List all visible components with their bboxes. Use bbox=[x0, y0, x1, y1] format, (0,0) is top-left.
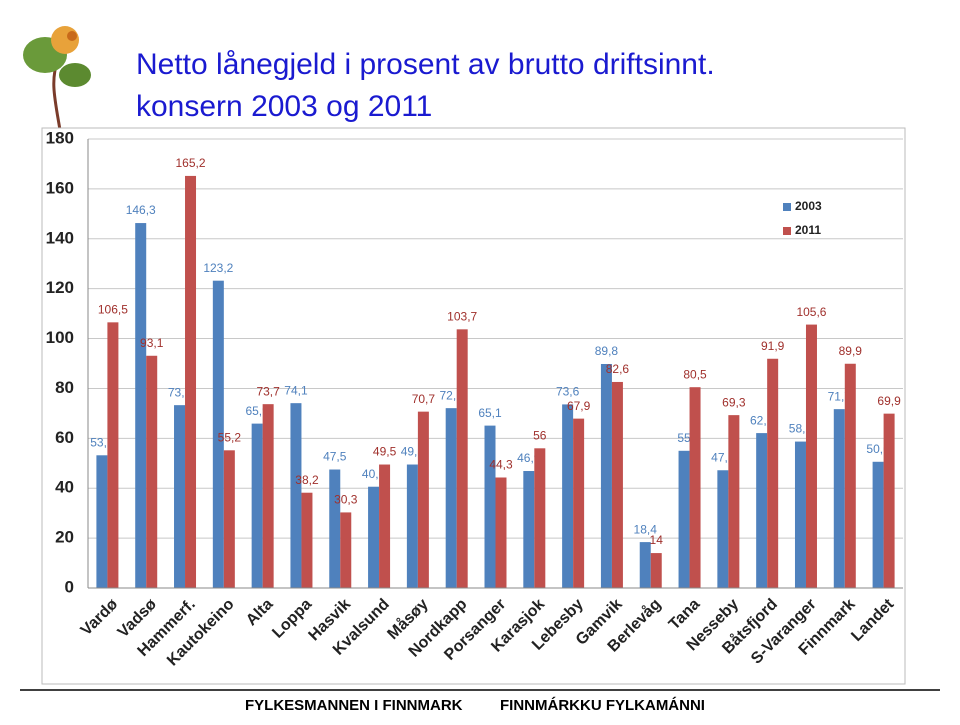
value-label: 93,1 bbox=[140, 336, 164, 350]
value-label: 55,2 bbox=[218, 430, 242, 444]
value-label: 89,9 bbox=[839, 344, 863, 358]
bar bbox=[212, 280, 224, 588]
y-tick-label: 80 bbox=[55, 378, 74, 397]
bar bbox=[445, 408, 457, 588]
value-label: 30,3 bbox=[334, 493, 358, 507]
bar bbox=[495, 477, 507, 588]
y-tick-label: 160 bbox=[46, 178, 74, 197]
y-tick-label: 40 bbox=[55, 478, 74, 497]
bar bbox=[756, 433, 768, 588]
value-label: 123,2 bbox=[203, 261, 233, 275]
bar bbox=[872, 461, 884, 588]
legend-label: 2003 bbox=[795, 199, 822, 213]
y-tick-label: 120 bbox=[46, 278, 74, 297]
bar bbox=[290, 403, 302, 588]
bar bbox=[678, 450, 690, 588]
value-label: 73,6 bbox=[556, 385, 580, 399]
value-label: 91,9 bbox=[761, 339, 785, 353]
value-label: 105,6 bbox=[796, 305, 826, 319]
subtitle: konsern 2003 og 2011 bbox=[136, 90, 432, 123]
legend-label: 2011 bbox=[795, 223, 821, 237]
value-label: 73,7 bbox=[256, 384, 280, 398]
value-label: 165,2 bbox=[176, 156, 206, 170]
footer-right: FINNMÁRKKU FYLKAMÁNNI bbox=[500, 697, 705, 714]
value-label: 65,1 bbox=[478, 406, 502, 420]
bar bbox=[262, 404, 274, 588]
bar bbox=[833, 409, 845, 588]
value-label: 106,5 bbox=[98, 303, 128, 317]
value-label: 14 bbox=[650, 533, 664, 547]
bar bbox=[340, 512, 352, 588]
value-label: 89,8 bbox=[595, 344, 619, 358]
bar bbox=[600, 363, 612, 588]
value-label: 49,5 bbox=[373, 445, 397, 459]
y-tick-label: 100 bbox=[46, 328, 74, 347]
value-label: 47,5 bbox=[323, 450, 347, 464]
value-label: 80,5 bbox=[683, 367, 707, 381]
bar bbox=[883, 413, 895, 588]
bar bbox=[523, 471, 535, 588]
value-label: 74,1 bbox=[284, 383, 308, 397]
title: Netto lånegjeld i prosent av brutto drif… bbox=[136, 48, 715, 81]
bar bbox=[368, 486, 380, 588]
bar bbox=[135, 223, 147, 588]
y-tick-label: 180 bbox=[46, 128, 74, 147]
y-tick-label: 20 bbox=[55, 528, 74, 547]
value-label: 69,9 bbox=[877, 394, 901, 408]
bar bbox=[794, 441, 806, 588]
value-label: 38,2 bbox=[295, 473, 319, 487]
y-tick-label: 140 bbox=[46, 228, 74, 247]
bar bbox=[146, 355, 158, 588]
bar bbox=[301, 492, 313, 588]
bar bbox=[650, 553, 662, 588]
y-tick-label: 0 bbox=[65, 577, 74, 596]
bar bbox=[379, 464, 391, 588]
bar bbox=[185, 175, 197, 588]
value-label: 146,3 bbox=[126, 203, 156, 217]
value-label: 44,3 bbox=[489, 458, 513, 472]
value-label: 67,9 bbox=[567, 399, 591, 413]
bar bbox=[689, 387, 701, 588]
bar bbox=[562, 404, 574, 588]
bar bbox=[174, 405, 186, 588]
bar bbox=[717, 470, 729, 588]
value-label: 18,4 bbox=[634, 522, 658, 536]
bar bbox=[639, 542, 651, 588]
bar bbox=[456, 329, 468, 588]
bar bbox=[534, 448, 546, 588]
bar bbox=[844, 363, 856, 588]
bar bbox=[96, 455, 108, 588]
legend-swatch bbox=[783, 227, 791, 235]
bar bbox=[573, 418, 585, 588]
bar bbox=[728, 415, 740, 588]
bar bbox=[484, 425, 496, 588]
bar bbox=[107, 322, 119, 588]
value-label: 56 bbox=[533, 428, 547, 442]
bar bbox=[417, 411, 429, 588]
flower-logo bbox=[23, 26, 91, 131]
value-label: 69,3 bbox=[722, 395, 746, 409]
bar bbox=[805, 324, 817, 588]
value-label: 70,7 bbox=[412, 392, 436, 406]
bar bbox=[223, 450, 235, 588]
value-label: 82,6 bbox=[606, 362, 630, 376]
bar bbox=[329, 469, 341, 588]
value-label: 103,7 bbox=[447, 309, 477, 323]
legend-swatch bbox=[783, 203, 791, 211]
bar bbox=[406, 464, 418, 588]
bar bbox=[611, 381, 623, 588]
value-label: 55 bbox=[677, 431, 691, 445]
footer-left: FYLKESMANNEN I FINNMARK bbox=[245, 697, 463, 714]
bar bbox=[251, 423, 263, 588]
bar bbox=[767, 358, 779, 588]
y-tick-label: 60 bbox=[55, 428, 74, 447]
